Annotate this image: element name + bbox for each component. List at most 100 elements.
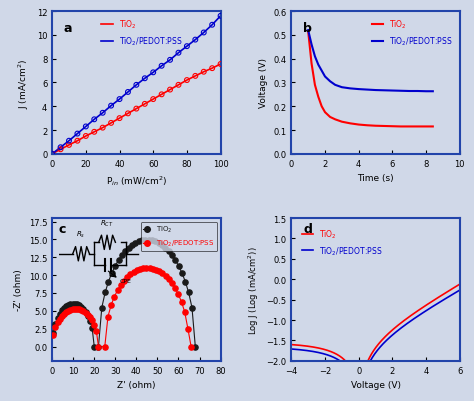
Point [73, 302, 81, 308]
Point [145, 237, 152, 243]
Point [105, 279, 112, 285]
Point [48, 151, 56, 158]
Point [64, 308, 72, 314]
Point [149, 70, 157, 76]
Point [49, 332, 57, 339]
Point [77, 307, 85, 314]
Point [82, 309, 90, 315]
Point [128, 242, 136, 249]
Point [158, 271, 166, 277]
Point [73, 131, 81, 138]
Point [114, 287, 121, 294]
Point [166, 57, 174, 64]
Point [52, 324, 59, 331]
Point [175, 263, 182, 269]
Point [58, 313, 65, 319]
Point [75, 302, 83, 309]
X-axis label: Voltage (V): Voltage (V) [351, 380, 401, 389]
Point [141, 76, 148, 82]
Point [91, 129, 98, 136]
Point [130, 269, 137, 275]
Point [184, 326, 191, 332]
Point [136, 266, 144, 273]
Point [86, 314, 94, 321]
Text: d: d [303, 223, 312, 236]
Point [73, 138, 81, 145]
Point [91, 322, 98, 328]
Point [209, 22, 216, 29]
Point [191, 37, 199, 44]
Point [101, 290, 109, 296]
Legend: TiO$_2$, TiO$_2$/PEDOT:PSS: TiO$_2$, TiO$_2$/PEDOT:PSS [369, 16, 456, 51]
Y-axis label: Voltage (V): Voltage (V) [259, 58, 268, 108]
Point [49, 330, 57, 336]
Point [152, 267, 160, 273]
Point [88, 318, 96, 324]
Point [84, 312, 91, 318]
Point [168, 252, 176, 259]
Point [148, 237, 155, 244]
Point [200, 69, 208, 76]
Point [123, 274, 131, 281]
Point [82, 124, 90, 130]
Point [121, 248, 129, 255]
Point [124, 111, 132, 117]
Point [149, 97, 157, 103]
Point [108, 270, 116, 276]
Point [67, 307, 74, 313]
Point [91, 117, 98, 123]
Point [178, 270, 186, 276]
Point [168, 280, 176, 287]
Point [104, 314, 112, 320]
Point [131, 240, 139, 247]
Point [98, 305, 106, 311]
Point [138, 237, 146, 244]
Point [95, 343, 102, 350]
Point [80, 306, 87, 312]
Point [107, 120, 115, 127]
Point [99, 110, 107, 117]
Point [95, 343, 102, 350]
Point [64, 302, 72, 308]
Point [71, 301, 79, 307]
Point [172, 257, 179, 263]
Point [65, 138, 73, 145]
Point [162, 273, 169, 279]
Point [91, 343, 98, 350]
Point [133, 106, 140, 113]
Point [165, 276, 173, 283]
Point [80, 308, 87, 315]
Point [217, 62, 224, 68]
Point [141, 237, 149, 243]
Point [65, 142, 73, 149]
Point [73, 306, 81, 312]
Point [117, 282, 125, 288]
Point [77, 304, 85, 310]
Text: b: b [303, 22, 312, 35]
Y-axis label: Log J (Log (mA/cm$^2$)): Log J (Log (mA/cm$^2$)) [246, 245, 261, 334]
Point [92, 328, 100, 334]
Point [158, 242, 166, 249]
Point [158, 92, 165, 98]
Point [84, 313, 91, 319]
Point [107, 103, 115, 109]
Point [171, 286, 179, 292]
Point [149, 266, 156, 272]
Point [125, 245, 132, 251]
Point [88, 324, 96, 331]
Point [188, 305, 196, 311]
Legend: TiO$_2$, TiO$_2$/PEDOT:PSS: TiO$_2$, TiO$_2$/PEDOT:PSS [299, 225, 386, 260]
Point [71, 306, 79, 312]
Point [183, 78, 191, 84]
Point [69, 301, 76, 307]
Point [108, 302, 115, 308]
Legend: TiO$_2$, TiO$_2$/PEDOT:PSS: TiO$_2$, TiO$_2$/PEDOT:PSS [98, 16, 185, 51]
Legend: TiO$_2$, TiO$_2$/PEDOT:PSS: TiO$_2$, TiO$_2$/PEDOT:PSS [141, 222, 217, 251]
Point [115, 257, 122, 263]
Point [116, 115, 123, 122]
Point [191, 343, 199, 350]
Point [82, 310, 89, 316]
Point [175, 82, 182, 89]
Point [120, 278, 128, 284]
Point [139, 265, 147, 272]
